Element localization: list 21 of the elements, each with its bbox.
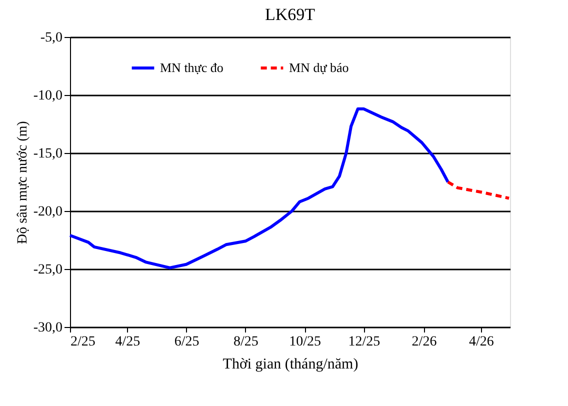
x-axis-title: Thời gian (tháng/năm)	[222, 356, 358, 372]
y-tick-label: -10,0	[33, 88, 62, 104]
x-tick-label: 10/25	[289, 334, 321, 350]
y-tick-label: -5,0	[40, 30, 62, 46]
x-tick-label: 2/25	[70, 334, 96, 350]
x-tick-label: 8/25	[233, 334, 258, 350]
line-series	[68, 107, 450, 270]
x-tick-label: 6/25	[174, 334, 200, 350]
y-tick-label: -25,0	[33, 262, 62, 278]
x-tick-label: 4/25	[115, 334, 140, 350]
y-tick-label: -20,0	[33, 204, 62, 220]
line-series	[446, 180, 511, 200]
y-tick-label: -15,0	[33, 146, 62, 162]
y-axis-title: Độ sâu mực nước (m)	[15, 120, 30, 244]
legend-label: MN thực đo	[160, 60, 224, 75]
x-tick-label: 4/26	[468, 334, 494, 350]
x-tick-label: 12/25	[348, 334, 380, 350]
legend-label: MN dự báo	[289, 60, 349, 75]
y-tick-label: -30,0	[33, 320, 62, 336]
chart-title: LK69T	[264, 5, 316, 24]
x-tick-label: 2/26	[412, 334, 437, 350]
